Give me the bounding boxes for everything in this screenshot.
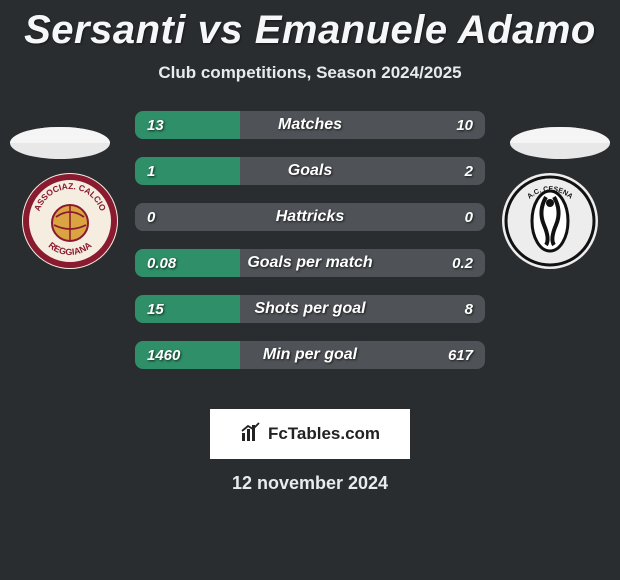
stat-value-right: 8 <box>465 295 473 323</box>
brand-text: FcTables.com <box>268 424 380 444</box>
stat-row: 1Goals2 <box>135 157 485 185</box>
stat-row: 15Shots per goal8 <box>135 295 485 323</box>
stat-row: 1460Min per goal617 <box>135 341 485 369</box>
left-club-badge: ASSOCIAZ. CALCIO REGGIANA <box>20 171 120 271</box>
chart-icon <box>240 421 262 448</box>
page-subtitle: Club competitions, Season 2024/2025 <box>0 63 620 83</box>
stat-label: Hattricks <box>135 203 485 231</box>
right-flag <box>510 127 610 159</box>
left-flag <box>10 127 110 159</box>
stat-row: 0.08Goals per match0.2 <box>135 249 485 277</box>
right-club-badge: A.C. CESENA <box>500 171 600 271</box>
stat-value-right: 0 <box>465 203 473 231</box>
stat-value-right: 2 <box>465 157 473 185</box>
stat-row: 13Matches10 <box>135 111 485 139</box>
comparison-panel: ASSOCIAZ. CALCIO REGGIANA A.C. CESENA 13… <box>0 111 620 391</box>
stat-label: Goals per match <box>135 249 485 277</box>
stat-label: Matches <box>135 111 485 139</box>
stat-value-right: 0.2 <box>452 249 473 277</box>
stat-row: 0Hattricks0 <box>135 203 485 231</box>
stat-value-right: 10 <box>456 111 473 139</box>
comparison-date: 12 november 2024 <box>0 473 620 494</box>
page-title: Sersanti vs Emanuele Adamo <box>0 0 620 53</box>
stats-bars: 13Matches10 1Goals2 0Hattricks0 0.08Goals p… <box>135 111 485 387</box>
stat-value-right: 617 <box>448 341 473 369</box>
stat-label: Shots per goal <box>135 295 485 323</box>
stat-label: Goals <box>135 157 485 185</box>
stat-label: Min per goal <box>135 341 485 369</box>
brand-badge[interactable]: FcTables.com <box>210 409 410 459</box>
